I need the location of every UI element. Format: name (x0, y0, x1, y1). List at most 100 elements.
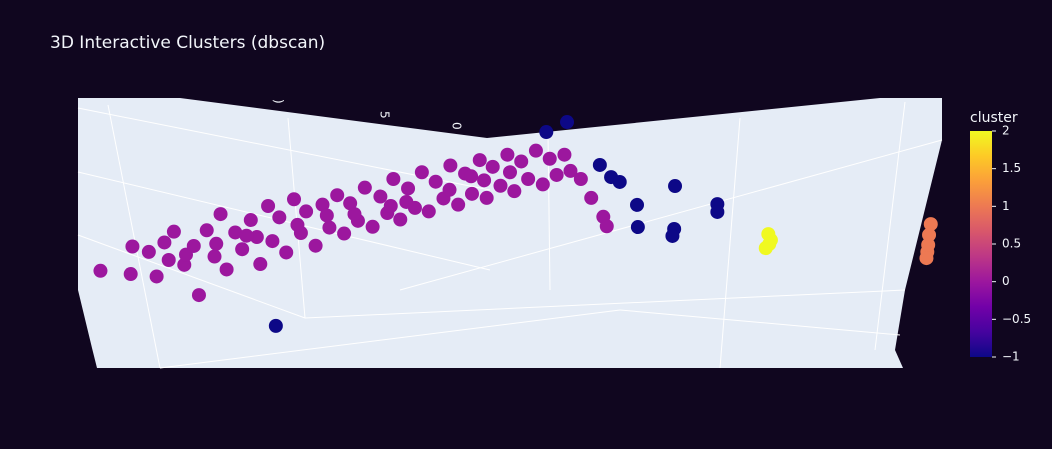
point (493, 178, 508, 193)
point (451, 197, 466, 212)
point (922, 227, 937, 242)
point (207, 249, 222, 264)
cluster-points (758, 227, 778, 256)
point (319, 208, 334, 223)
point (668, 179, 683, 194)
point (464, 186, 479, 201)
point (500, 147, 515, 162)
point (477, 173, 492, 188)
point (563, 163, 578, 178)
colorbar-tick-label: 0.5 (1002, 237, 1021, 251)
point (472, 153, 487, 168)
point (535, 177, 550, 192)
colorbar-tick-label: 1 (1002, 199, 1010, 213)
point (261, 199, 276, 213)
point (308, 238, 323, 253)
point (560, 115, 575, 130)
point (485, 159, 500, 174)
point (421, 204, 436, 219)
point (125, 239, 140, 254)
point (514, 154, 529, 169)
colorbar-tick-label: 0 (1002, 274, 1010, 288)
cluster-points (268, 115, 725, 333)
point (503, 165, 517, 180)
point (399, 194, 414, 209)
point (442, 182, 457, 197)
point (123, 267, 138, 282)
point (612, 174, 627, 189)
point (414, 165, 429, 180)
point (157, 235, 172, 250)
point (209, 236, 224, 251)
scene-walls (78, 98, 942, 368)
colorbar-tick-label: 2 (1002, 124, 1010, 138)
point (141, 244, 156, 259)
point (337, 226, 352, 241)
point (268, 318, 283, 333)
point (243, 213, 258, 228)
point (166, 224, 181, 239)
colorbar-tick-label: −0.5 (1002, 312, 1031, 326)
point (343, 196, 358, 211)
colorbar-title: cluster (970, 110, 1018, 126)
point (279, 245, 294, 260)
point (179, 247, 193, 262)
point (665, 228, 680, 243)
point (393, 212, 408, 227)
point (630, 197, 645, 212)
point (199, 223, 214, 238)
point (161, 253, 176, 267)
point (401, 181, 416, 196)
point (322, 220, 337, 235)
scene-tick-label: ) (272, 99, 286, 104)
point (479, 190, 494, 205)
point (923, 217, 938, 232)
point (521, 172, 536, 186)
point (287, 192, 301, 207)
cluster-points (93, 143, 614, 303)
point (330, 188, 345, 203)
point (235, 242, 250, 257)
point (365, 219, 380, 234)
point (539, 125, 554, 140)
point (710, 204, 725, 219)
point (265, 234, 280, 249)
point (219, 262, 234, 277)
scene-tick-label: 5 (378, 111, 392, 119)
point (213, 207, 228, 222)
point (528, 143, 543, 158)
point (443, 158, 458, 173)
point (507, 184, 522, 199)
point (272, 210, 287, 225)
point (573, 172, 588, 186)
point (557, 147, 572, 162)
point (762, 237, 777, 252)
point (357, 180, 372, 195)
point (228, 225, 243, 240)
point (428, 174, 443, 189)
point (239, 228, 254, 243)
point (919, 251, 934, 266)
colorbar-tick-label: 1.5 (1002, 161, 1021, 175)
point (315, 197, 330, 212)
cluster-points (919, 217, 938, 266)
point (549, 167, 564, 182)
point (253, 257, 268, 272)
point (464, 169, 479, 184)
point (249, 230, 264, 245)
point (290, 217, 305, 232)
point (299, 204, 314, 219)
point (149, 269, 164, 284)
point (386, 172, 401, 186)
point (592, 157, 607, 172)
colorbar-tick-label: −1 (1002, 350, 1020, 364)
point (584, 190, 599, 205)
colorbar (970, 131, 992, 357)
scene-tick-label: 0 (450, 122, 464, 130)
point (373, 189, 388, 204)
point (93, 263, 108, 278)
point (630, 220, 645, 235)
point (347, 207, 362, 222)
chart-title: 3D Interactive Clusters (dbscan) (50, 33, 325, 53)
